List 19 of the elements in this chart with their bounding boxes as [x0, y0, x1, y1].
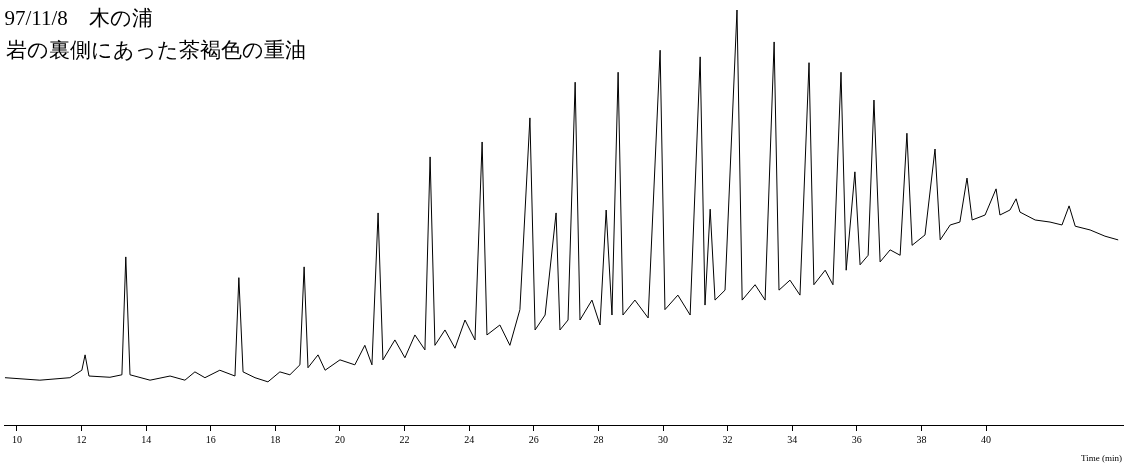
x-tick-label: 16	[205, 434, 216, 445]
x-tick-label: 24	[464, 434, 475, 445]
x-tick-label: 14	[141, 434, 152, 445]
x-tick-label: 12	[76, 434, 87, 445]
x-tick-label: 30	[658, 434, 669, 445]
x-tick-label: 34	[787, 434, 798, 445]
x-tick-label: 26	[528, 434, 539, 445]
x-tick-label: 40	[981, 434, 992, 445]
text: 岩の裏側にあった茶褐色の重油	[6, 38, 306, 62]
x-tick-label: 38	[916, 434, 927, 445]
chart-title: 97/11/8 木の浦	[4, 6, 153, 31]
x-tick-label: 32	[722, 434, 733, 445]
x-tick-label: 36	[851, 434, 862, 445]
x-tick-label: 18	[270, 434, 281, 445]
x-tick-label: 10	[11, 434, 22, 445]
x-axis-title: Time (min)	[1081, 453, 1122, 463]
x-tick-label: 22	[399, 434, 410, 445]
x-tick-label: 28	[593, 434, 604, 445]
x-tick-label: 20	[334, 434, 345, 445]
